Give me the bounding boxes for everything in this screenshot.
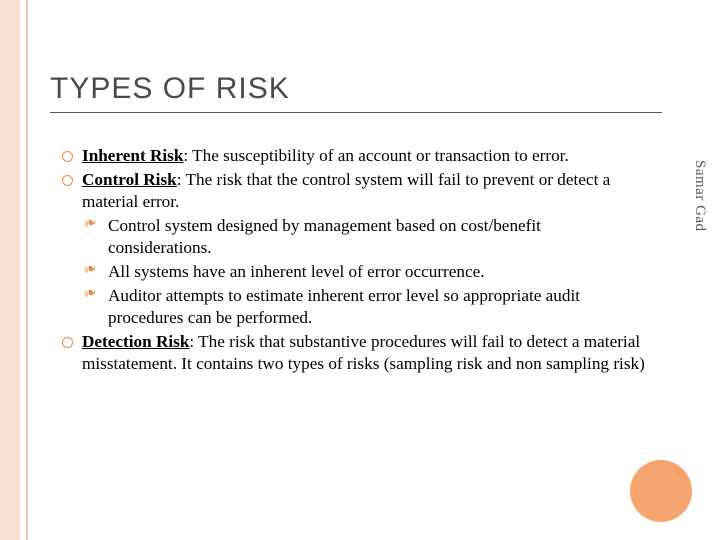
- sub-list-item: Auditor attempts to estimate inherent er…: [82, 285, 645, 329]
- sub-bullet-list: Control system designed by management ba…: [82, 215, 645, 329]
- sub-list-item: All systems have an inherent level of er…: [82, 261, 645, 283]
- list-item: Inherent Risk: The susceptibility of an …: [60, 145, 645, 167]
- corner-circle-decor: [630, 460, 692, 522]
- risk-term: Control Risk: [82, 170, 177, 189]
- author-sidelabel: Samar Gad: [691, 160, 708, 232]
- risk-term: Detection Risk: [82, 332, 189, 351]
- risk-text: : The susceptibility of an account or tr…: [183, 146, 568, 165]
- top-bullet-list: Inherent Risk: The susceptibility of an …: [60, 145, 645, 375]
- left-band-outer: [0, 0, 20, 540]
- risk-term: Inherent Risk: [82, 146, 183, 165]
- left-band-line: [26, 0, 28, 540]
- sub-list-item: Control system designed by management ba…: [82, 215, 645, 259]
- title-underline: [50, 112, 662, 113]
- slide-body: Inherent Risk: The susceptibility of an …: [60, 145, 645, 377]
- list-item: Control Risk: The risk that the control …: [60, 169, 645, 329]
- list-item: Detection Risk: The risk that substantiv…: [60, 331, 645, 375]
- left-decor-bands: [0, 0, 34, 540]
- slide-title: TYPES OF RISK: [50, 72, 290, 106]
